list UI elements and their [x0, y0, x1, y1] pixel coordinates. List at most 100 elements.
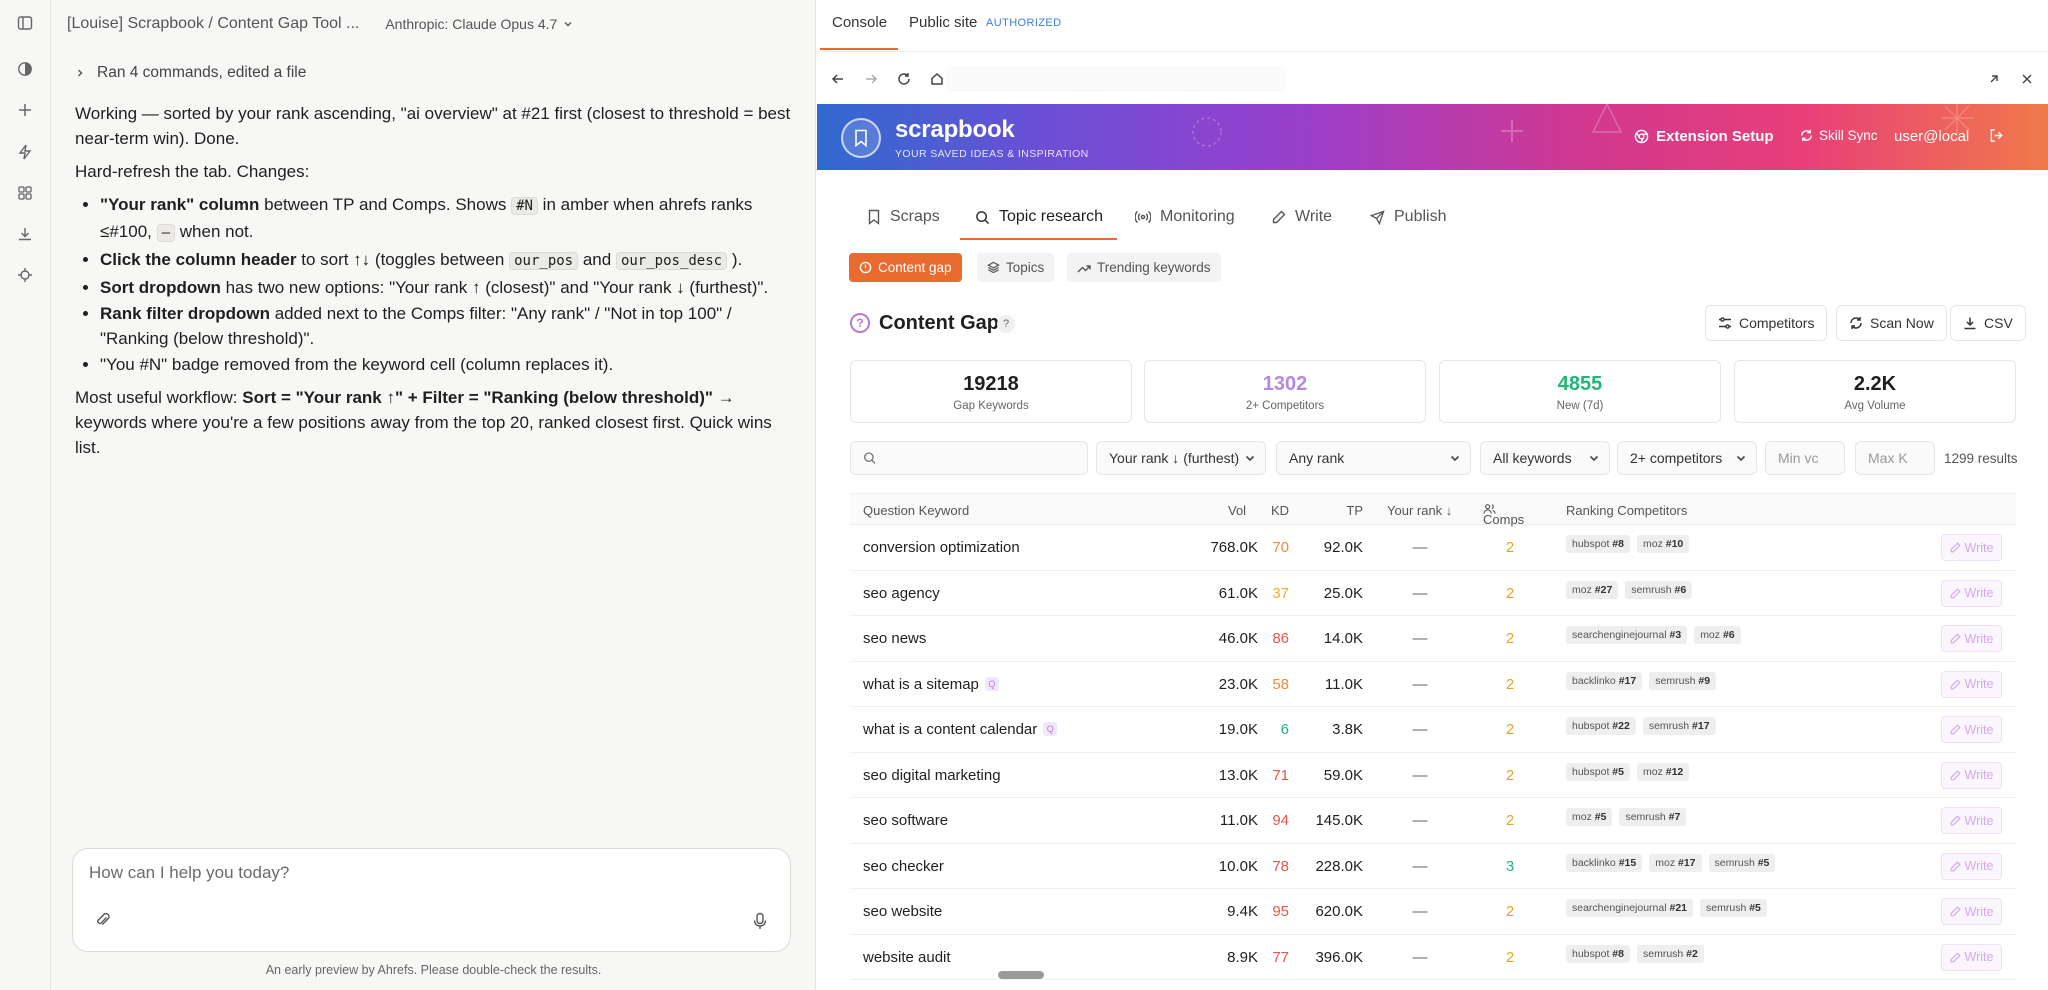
open-external-icon[interactable] — [1983, 68, 2005, 90]
competitor-chip[interactable]: moz #6 — [1694, 626, 1741, 644]
write-button[interactable]: Write — [1941, 898, 2002, 925]
comps-filter-dropdown[interactable]: 2+ competitors — [1617, 441, 1757, 475]
chat-title[interactable]: [Louise] Scrapbook / Content Gap Tool ..… — [67, 15, 360, 32]
subtab-topics[interactable]: Topics — [977, 253, 1055, 282]
apps-grid-icon[interactable] — [13, 181, 37, 205]
keyword-cell[interactable]: seo website — [863, 903, 942, 920]
nav-publish[interactable]: Publish — [1370, 208, 1446, 226]
competitor-chip[interactable]: hubspot #5 — [1566, 762, 1630, 781]
write-button[interactable]: Write — [1941, 852, 2002, 880]
keyword-cell[interactable]: seo digital marketing — [863, 767, 1001, 784]
search-input[interactable] — [884, 450, 1075, 466]
table-row[interactable]: seo software 11.0K 94 145.0K — 2 moz #5 semrush… — [850, 798, 2016, 844]
competitor-chip[interactable]: semrush #5 — [1708, 853, 1776, 872]
close-icon[interactable] — [2016, 68, 2038, 90]
keyword-cell[interactable]: what is a sitemap Q — [863, 676, 999, 693]
extension-setup-button[interactable]: Extension Setup — [1634, 128, 1774, 145]
keyword-cell[interactable]: seo software — [863, 812, 948, 829]
scan-now-button[interactable]: Scan Now — [1836, 305, 1947, 341]
competitor-chip[interactable]: semrush #2 — [1636, 944, 1704, 963]
competitor-chip[interactable]: hubspot #8 — [1566, 535, 1630, 553]
back-icon[interactable] — [827, 68, 849, 90]
download-icon[interactable] — [13, 222, 37, 246]
col-tp[interactable]: TP — [1346, 503, 1363, 518]
activity-summary[interactable]: Ran 4 commands, edited a file — [75, 64, 306, 82]
competitor-chip[interactable]: semrush #17 — [1642, 717, 1716, 735]
write-button[interactable]: Write — [1941, 943, 2002, 971]
tab-console[interactable]: Console — [832, 14, 888, 31]
rank-filter-dropdown[interactable]: Any rank — [1276, 441, 1471, 475]
max-kd-input[interactable]: Max K — [1855, 441, 1935, 475]
microphone-icon[interactable] — [752, 912, 768, 930]
competitor-chip[interactable]: moz #27 — [1566, 580, 1619, 599]
competitor-chip[interactable]: semrush #5 — [1700, 899, 1767, 917]
competitors-button[interactable]: Competitors — [1705, 305, 1828, 341]
competitor-chip[interactable]: semrush #7 — [1619, 808, 1687, 826]
keyword-cell[interactable]: website audit — [863, 949, 951, 966]
help-icon[interactable]: ? — [997, 315, 1015, 333]
write-button[interactable]: Write — [1941, 670, 2002, 698]
write-button[interactable]: Write — [1941, 807, 2002, 834]
skill-sync-button[interactable]: Skill Sync — [1800, 128, 1878, 143]
table-row[interactable]: what is a content calendar Q 19.0K 6 3.8K — 2 h… — [850, 707, 2016, 753]
table-row[interactable]: website audit 8.9K 77 396.0K — 2 hubspot #8 sem… — [850, 935, 2016, 980]
competitor-chip[interactable]: backlinko #15 — [1566, 853, 1643, 872]
chat-input[interactable] — [89, 863, 729, 893]
nav-write[interactable]: Write — [1272, 208, 1332, 226]
competitor-chip[interactable]: semrush #9 — [1649, 671, 1717, 690]
col-vol[interactable]: Vol — [1228, 503, 1247, 518]
forward-icon[interactable] — [860, 68, 882, 90]
attach-icon[interactable] — [95, 912, 111, 928]
scrapbook-logo-icon[interactable] — [841, 118, 881, 158]
nav-scraps[interactable]: Scraps — [867, 208, 940, 226]
write-button[interactable]: Write — [1941, 625, 2002, 652]
keyword-cell[interactable]: seo checker — [863, 858, 944, 875]
col-comps[interactable]: Comps — [1483, 503, 1524, 527]
write-button[interactable]: Write — [1941, 716, 2002, 743]
min-volume-input[interactable]: Min vc — [1765, 441, 1845, 475]
col-keyword[interactable]: Question Keyword — [863, 503, 970, 518]
sort-dropdown[interactable]: Your rank ↓ (furthest) — [1096, 441, 1266, 475]
keyword-cell[interactable]: what is a content calendar Q — [863, 721, 1058, 738]
home-icon[interactable] — [926, 68, 948, 90]
user-label[interactable]: user@local — [1894, 128, 1970, 145]
competitor-chip[interactable]: backlinko #17 — [1566, 671, 1643, 690]
table-row[interactable]: conversion optimization 768.0K 70 92.0K — 2 hu… — [850, 525, 2016, 571]
csv-export-button[interactable]: CSV — [1950, 305, 2026, 341]
competitor-chip[interactable]: hubspot #22 — [1566, 717, 1636, 735]
keyword-cell[interactable]: seo news — [863, 630, 926, 647]
keyword-type-dropdown[interactable]: All keywords — [1480, 441, 1610, 475]
competitor-chip[interactable]: semrush #6 — [1625, 580, 1693, 599]
table-row[interactable]: seo website 9.4K 95 620.0K — 2 searchenginejou… — [850, 889, 2016, 935]
competitor-chip[interactable]: moz #5 — [1566, 808, 1613, 826]
write-button[interactable]: Write — [1941, 534, 2002, 561]
table-row[interactable]: seo checker 10.0K 78 228.0K — 3 backlinko #15 m… — [850, 844, 2016, 889]
lightning-icon[interactable] — [13, 140, 37, 164]
table-row[interactable]: seo agency 61.0K 37 25.0K — 2 moz #27 semrush #… — [850, 571, 2016, 616]
keyword-search[interactable] — [850, 441, 1088, 475]
competitor-chip[interactable]: searchenginejournal #21 — [1566, 899, 1694, 917]
sidebar-toggle-icon[interactable] — [13, 11, 37, 35]
competitor-chip[interactable]: searchenginejournal #3 — [1566, 626, 1688, 644]
brand-name[interactable]: scrapbook — [895, 116, 1015, 143]
reload-icon[interactable] — [893, 68, 915, 90]
competitor-chip[interactable]: moz #12 — [1636, 762, 1690, 781]
keyword-cell[interactable]: seo agency — [863, 585, 940, 602]
competitor-chip[interactable]: hubspot #8 — [1566, 944, 1630, 963]
col-kd[interactable]: KD — [1271, 503, 1290, 518]
col-your-rank[interactable]: Your rank ↓ — [1387, 503, 1453, 518]
subtab-content-gap[interactable]: Content gap — [849, 253, 962, 282]
write-button[interactable]: Write — [1941, 761, 2002, 789]
extensions-icon[interactable] — [13, 263, 37, 287]
write-button[interactable]: Write — [1941, 579, 2002, 607]
table-row[interactable]: seo digital marketing 13.0K 71 59.0K — 2 hubsp… — [850, 753, 2016, 798]
new-chat-icon[interactable] — [13, 98, 37, 122]
model-selector[interactable]: Anthropic: Claude Opus 4.7 — [385, 16, 573, 32]
table-row[interactable]: seo news 46.0K 86 14.0K — 2 searchenginejourna… — [850, 616, 2016, 662]
keyword-cell[interactable]: conversion optimization — [863, 539, 1020, 556]
table-row[interactable]: what is a sitemap Q 23.0K 58 11.0K — 2 backlink… — [850, 662, 2016, 707]
competitor-chip[interactable]: moz #10 — [1636, 535, 1690, 553]
competitor-chip[interactable]: moz #17 — [1649, 853, 1702, 872]
nav-topic-research[interactable]: Topic research — [975, 208, 1103, 226]
theme-icon[interactable] — [13, 57, 37, 81]
